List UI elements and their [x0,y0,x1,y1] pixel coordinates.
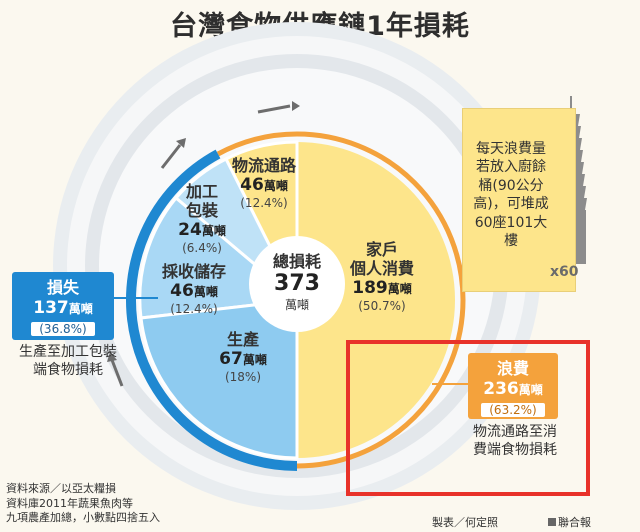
segment-production [139,298,299,460]
loss-callout: 損失 137萬噸 (36.8%) [12,272,114,340]
waste-callout: 浪費 236萬噸 (63.2%) [468,353,558,419]
harvest-value: 46萬噸 [170,281,218,302]
daily-waste-note [462,108,576,292]
loss-value: 137萬噸 [33,298,93,318]
loss-title: 損失 [46,278,79,297]
production-value: 67萬噸 [219,349,267,370]
label-harvest: 採收儲存 46萬噸 (12.4%) [148,262,240,316]
harvest-pct: (12.4%) [170,301,218,316]
highlight-box [346,340,590,496]
logistics-pct: (12.4%) [240,195,288,210]
production-pct: (18%) [224,369,262,384]
source-line-1: 資料來源／以亞太糧損 [6,482,116,495]
source-note: 資料來源／以亞太糧損 資料庫2011年蔬果魚肉等 九項農產加總，小數點四捨五入 [6,482,160,526]
center-circle [249,236,345,332]
processing-value: 24萬噸 [178,220,226,241]
flow-arrow-top [257,101,300,114]
processing-pct: (6.4%) [182,240,222,255]
waste-title: 浪費 [496,359,529,378]
household-title-2: 個人消費 [349,259,414,279]
waste-pct: (63.2%) [481,403,545,417]
label-logistics: 物流通路 46萬噸 (12.4%) [216,156,312,210]
household-value: 189萬噸 [352,278,412,299]
center-value: 373 [274,271,320,297]
logistics-value: 46萬噸 [240,175,288,196]
production-title: 生產 [226,330,259,349]
source-line-2: 資料庫2011年蔬果魚肉等 [6,496,133,510]
waste-value: 236萬噸 [483,379,543,399]
label-production: 生產 67萬噸 (18%) [200,330,286,384]
center-total: 總損耗 373 萬噸 [257,252,337,312]
processing-title-1: 加工 [185,182,218,201]
household-title-1: 家戶 [365,240,398,259]
household-pct: (50.7%) [358,298,406,313]
publisher-mark-icon [548,518,556,526]
loss-pct: (36.8%) [31,322,95,336]
logistics-title: 物流通路 [231,156,296,175]
source-line-3: 九項農產加總，小數點四捨五入 [6,511,160,525]
flow-arrow-lower-left [107,352,124,387]
center-label: 總損耗 [272,252,321,271]
label-household: 家戶 個人消費 189萬噸 (50.7%) [330,240,434,313]
credit: 製表／何定照 [432,516,498,529]
flow-arrow-upper-left [160,138,186,169]
loss-note: 生產至加工包裝端食物損耗 [19,344,117,378]
waste-note: 物流通路至消費端食物損耗 [473,424,557,458]
segment-household [297,142,455,458]
publisher: 聯合報 [548,514,591,530]
harvest-title: 採收儲存 [161,262,226,281]
loss-arc [126,149,298,471]
processing-title-2: 包裝 [185,201,218,221]
daily-waste-text: 每天浪費量若放入廚餘桶(90公分高)，可堆成60座101大樓 [473,141,549,250]
tower-multiplier: x60 [550,264,579,280]
waste-arc [296,131,466,469]
publisher-name: 聯合報 [558,516,591,529]
center-unit: 萬噸 [284,297,309,312]
label-processing: 加工 包裝 24萬噸 (6.4%) [166,182,238,255]
waste-arc-upper [216,131,298,157]
